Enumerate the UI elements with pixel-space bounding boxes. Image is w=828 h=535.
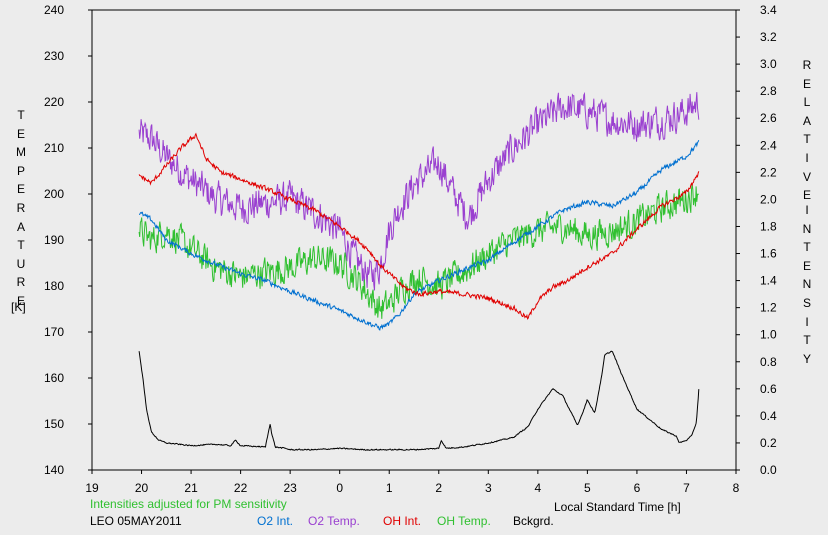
axis-title-letter: T bbox=[803, 333, 811, 348]
axis-title-letter: I bbox=[805, 314, 809, 329]
axis-title-letter: E bbox=[802, 76, 811, 91]
oh-int-line bbox=[138, 132, 700, 320]
right-tick-label: 1.2 bbox=[760, 301, 777, 315]
station-date: LEO 05MAY2011 bbox=[90, 514, 182, 528]
axis-title-letter: R bbox=[16, 275, 26, 290]
axis-title-letter: E bbox=[16, 293, 25, 308]
axis-title-letter: T bbox=[803, 240, 811, 255]
axis-title-letter: L bbox=[803, 95, 811, 110]
axis-title-letter: R bbox=[16, 200, 26, 215]
bottom-tick-label: 0 bbox=[336, 481, 343, 495]
bottom-tick-label: 7 bbox=[683, 481, 690, 495]
right-tick-label: 1.4 bbox=[760, 274, 777, 288]
left-tick-label: 210 bbox=[44, 141, 64, 155]
left-tick-label: 180 bbox=[44, 279, 64, 293]
left-tick-label: 140 bbox=[44, 463, 64, 477]
axis-title-letter: E bbox=[16, 126, 25, 141]
axis-title-letter: N bbox=[802, 277, 812, 292]
axis-title-letter: M bbox=[16, 145, 26, 160]
bottom-tick-label: 4 bbox=[535, 481, 542, 495]
axis-title-letter: T bbox=[17, 108, 25, 122]
bottom-tick-label: 6 bbox=[634, 481, 641, 495]
bckgrd-line bbox=[138, 350, 700, 451]
axis-title-letter: R bbox=[802, 58, 812, 72]
right-tick-label: 3.0 bbox=[760, 57, 777, 71]
axis-title-letter: I bbox=[805, 150, 809, 165]
axis-title-letter: A bbox=[802, 113, 811, 128]
bottom-tick-label: 20 bbox=[135, 481, 149, 495]
right-tick-label: 0.6 bbox=[760, 382, 777, 396]
right-tick-label: 3.4 bbox=[760, 3, 777, 17]
left-tick-label: 220 bbox=[44, 95, 64, 109]
bottom-tick-label: 23 bbox=[283, 481, 297, 495]
right-tick-label: 2.0 bbox=[760, 192, 777, 206]
axis-title-letter: S bbox=[802, 295, 811, 310]
left-tick-label: 160 bbox=[44, 371, 64, 385]
right-axis: 0.0 0.2 0.4 0.6 0.8 1.0 1.2 1.4 1.6 1.8 2.0 2.2 2.4 2… bbox=[736, 3, 777, 477]
axis-title-letter: N bbox=[802, 221, 812, 236]
plot-frame bbox=[91, 9, 737, 471]
right-tick-label: 2.2 bbox=[760, 165, 777, 179]
bottom-tick-label: 22 bbox=[234, 481, 248, 495]
pm-sensitivity-note: Intensities adjusted for PM sensitivity bbox=[90, 497, 287, 511]
bottom-tick-label: 3 bbox=[485, 481, 492, 495]
right-tick-label: 1.8 bbox=[760, 219, 777, 233]
right-tick-label: 3.2 bbox=[760, 30, 777, 44]
axis-title-letter: I bbox=[805, 203, 809, 217]
x-axis-title: Local Standard Time [h] bbox=[554, 500, 681, 514]
right-tick-label: 0.8 bbox=[760, 355, 777, 369]
axis-title-letter: P bbox=[16, 163, 25, 178]
legend-oh-temp: OH Temp. bbox=[437, 514, 491, 528]
legend-oh-int: OH Int. bbox=[383, 514, 422, 528]
axis-title-letter: T bbox=[803, 132, 811, 147]
legend-o2-temp: O2 Temp. bbox=[308, 514, 360, 528]
legend-bckgrd: Bckgrd. bbox=[513, 514, 554, 528]
axis-title-letter: Y bbox=[802, 351, 811, 366]
right-tick-label: 0.0 bbox=[760, 463, 777, 477]
axis-title-letter: A bbox=[16, 219, 25, 234]
left-tick-label: 240 bbox=[44, 3, 64, 17]
left-axis: 140 150 160 170 180 190 200 210 220 230 240 bbox=[44, 3, 92, 477]
bottom-tick-label: 8 bbox=[733, 481, 740, 495]
bottom-axis: 19 20 21 22 23 0 1 2 3 4 5 6 7 8 bbox=[85, 470, 740, 495]
left-tick-label: 200 bbox=[44, 187, 64, 201]
bottom-tick-label: 19 bbox=[85, 481, 99, 495]
left-tick-label: 190 bbox=[44, 233, 64, 247]
right-tick-label: 0.2 bbox=[760, 436, 777, 450]
left-tick-label: 170 bbox=[44, 325, 64, 339]
o2-temp-line bbox=[138, 91, 700, 291]
right-tick-label: 2.4 bbox=[760, 138, 777, 152]
bottom-tick-label: 21 bbox=[184, 481, 198, 495]
legend-o2-int: O2 Int. bbox=[257, 514, 294, 528]
axis-title-letter: E bbox=[802, 258, 811, 273]
axis-title-letter: U bbox=[16, 256, 26, 271]
bottom-tick-label: 2 bbox=[435, 481, 442, 495]
right-tick-label: 1.0 bbox=[760, 328, 777, 342]
right-tick-label: 0.4 bbox=[760, 409, 777, 423]
axis-title-letter: T bbox=[17, 238, 25, 253]
axis-title-letter: V bbox=[802, 169, 811, 184]
left-tick-label: 150 bbox=[44, 417, 64, 431]
right-tick-label: 2.6 bbox=[760, 111, 777, 125]
axis-title-letter: E bbox=[802, 188, 811, 203]
o2-int-line bbox=[138, 139, 700, 331]
left-axis-unit: [K] bbox=[11, 300, 26, 314]
right-tick-label: 1.6 bbox=[760, 247, 777, 261]
axis-title-letter: E bbox=[16, 182, 25, 197]
right-tick-label: 2.8 bbox=[760, 84, 777, 98]
bottom-tick-label: 1 bbox=[386, 481, 393, 495]
left-tick-label: 230 bbox=[44, 49, 64, 63]
bottom-tick-label: 5 bbox=[584, 481, 591, 495]
series-group bbox=[138, 91, 700, 451]
